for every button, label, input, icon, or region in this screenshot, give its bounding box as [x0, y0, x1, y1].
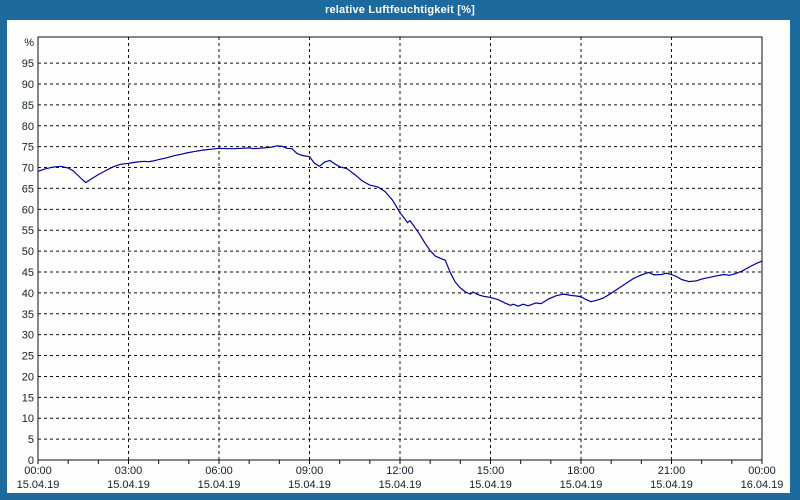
x-tick-time-label: 06:00 — [205, 465, 233, 477]
humidity-series-line — [37, 145, 763, 307]
y-tick-label: 45 — [22, 267, 34, 279]
x-tick-time-label: 00:00 — [24, 465, 52, 477]
x-tick-date-label: 15.04.19 — [288, 479, 331, 491]
y-tick-label: 30 — [22, 330, 34, 342]
y-tick-label: 90 — [22, 79, 34, 91]
x-tick-time-label: 12:00 — [386, 465, 414, 477]
y-tick-label: 55 — [22, 225, 34, 237]
y-tick-label: 0 — [28, 455, 34, 467]
x-tick-date-label: 15.04.19 — [469, 479, 512, 491]
y-tick-label: 10 — [22, 413, 34, 425]
y-tick-label: 75 — [22, 142, 34, 154]
x-tick-date-label: 15.04.19 — [650, 479, 693, 491]
x-tick-time-label: 21:00 — [658, 465, 686, 477]
y-tick-label: 65 — [22, 183, 34, 195]
y-tick-label: 15 — [22, 392, 34, 404]
x-tick-time-label: 00:00 — [748, 465, 776, 477]
x-tick-date-label: 15.04.19 — [560, 479, 603, 491]
x-tick-date-label: 16.04.19 — [741, 479, 784, 491]
y-tick-label: 70 — [22, 163, 34, 175]
y-tick-label: 80 — [22, 121, 34, 133]
x-tick-time-label: 09:00 — [296, 465, 324, 477]
x-tick-date-label: 15.04.19 — [107, 479, 150, 491]
chart-area: 0 5 10 15 20 25 30 35 40 45 50 55 60 65 70 75 80 85 90 95% 0… — [7, 20, 790, 493]
x-tick-date-label: 15.04.19 — [17, 479, 60, 491]
y-tick-label: 35 — [22, 309, 34, 321]
y-tick-label: 60 — [22, 204, 34, 216]
y-tick-label: 20 — [22, 371, 34, 383]
y-tick-label: 5 — [28, 434, 34, 446]
y-tick-label: 50 — [22, 246, 34, 258]
x-tick-time-label: 18:00 — [567, 465, 595, 477]
x-tick-date-label: 15.04.19 — [379, 479, 422, 491]
x-tick-time-label: 15:00 — [477, 465, 505, 477]
y-axis-unit-label: % — [24, 37, 34, 49]
x-tick-date-label: 15.04.19 — [198, 479, 241, 491]
y-tick-label: 25 — [22, 351, 34, 363]
y-tick-label: 40 — [22, 288, 34, 300]
y-tick-label: 85 — [22, 100, 34, 112]
window-titlebar[interactable]: relative Luftfeuchtigkeit [%] — [0, 0, 800, 20]
window-title: relative Luftfeuchtigkeit [%] — [324, 4, 476, 16]
x-tick-time-label: 03:00 — [115, 465, 143, 477]
y-tick-label: 95 — [22, 58, 34, 70]
